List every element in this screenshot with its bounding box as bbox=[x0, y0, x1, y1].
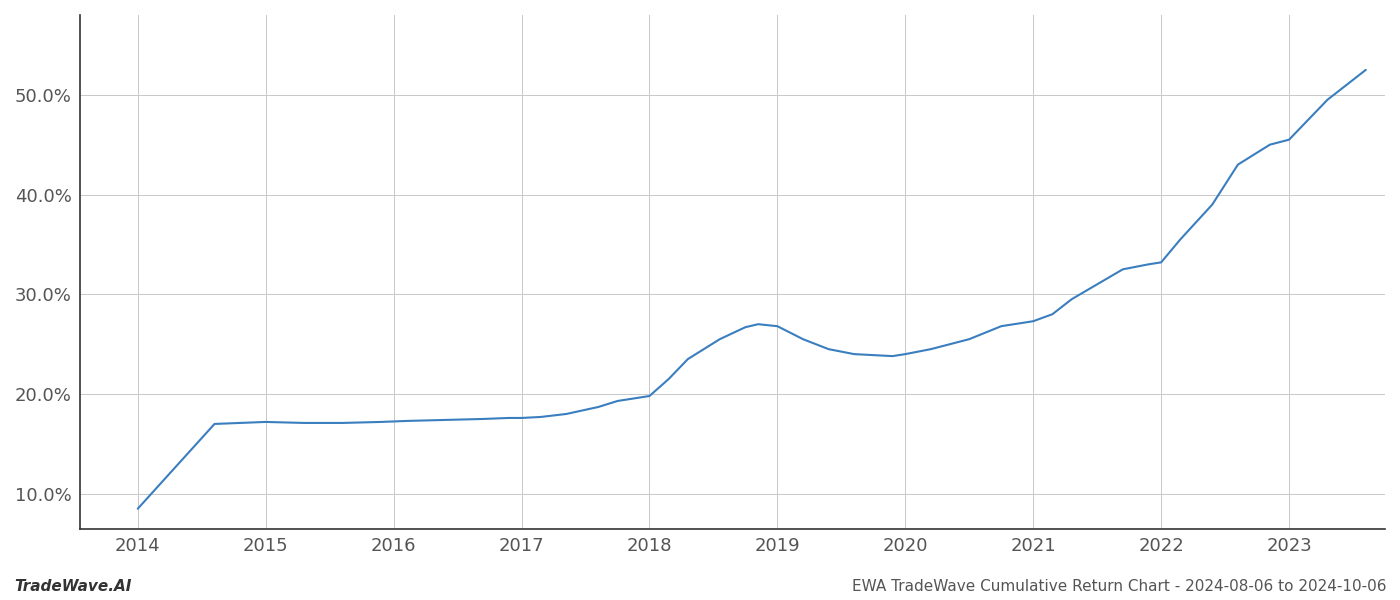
Text: TradeWave.AI: TradeWave.AI bbox=[14, 579, 132, 594]
Text: EWA TradeWave Cumulative Return Chart - 2024-08-06 to 2024-10-06: EWA TradeWave Cumulative Return Chart - … bbox=[851, 579, 1386, 594]
